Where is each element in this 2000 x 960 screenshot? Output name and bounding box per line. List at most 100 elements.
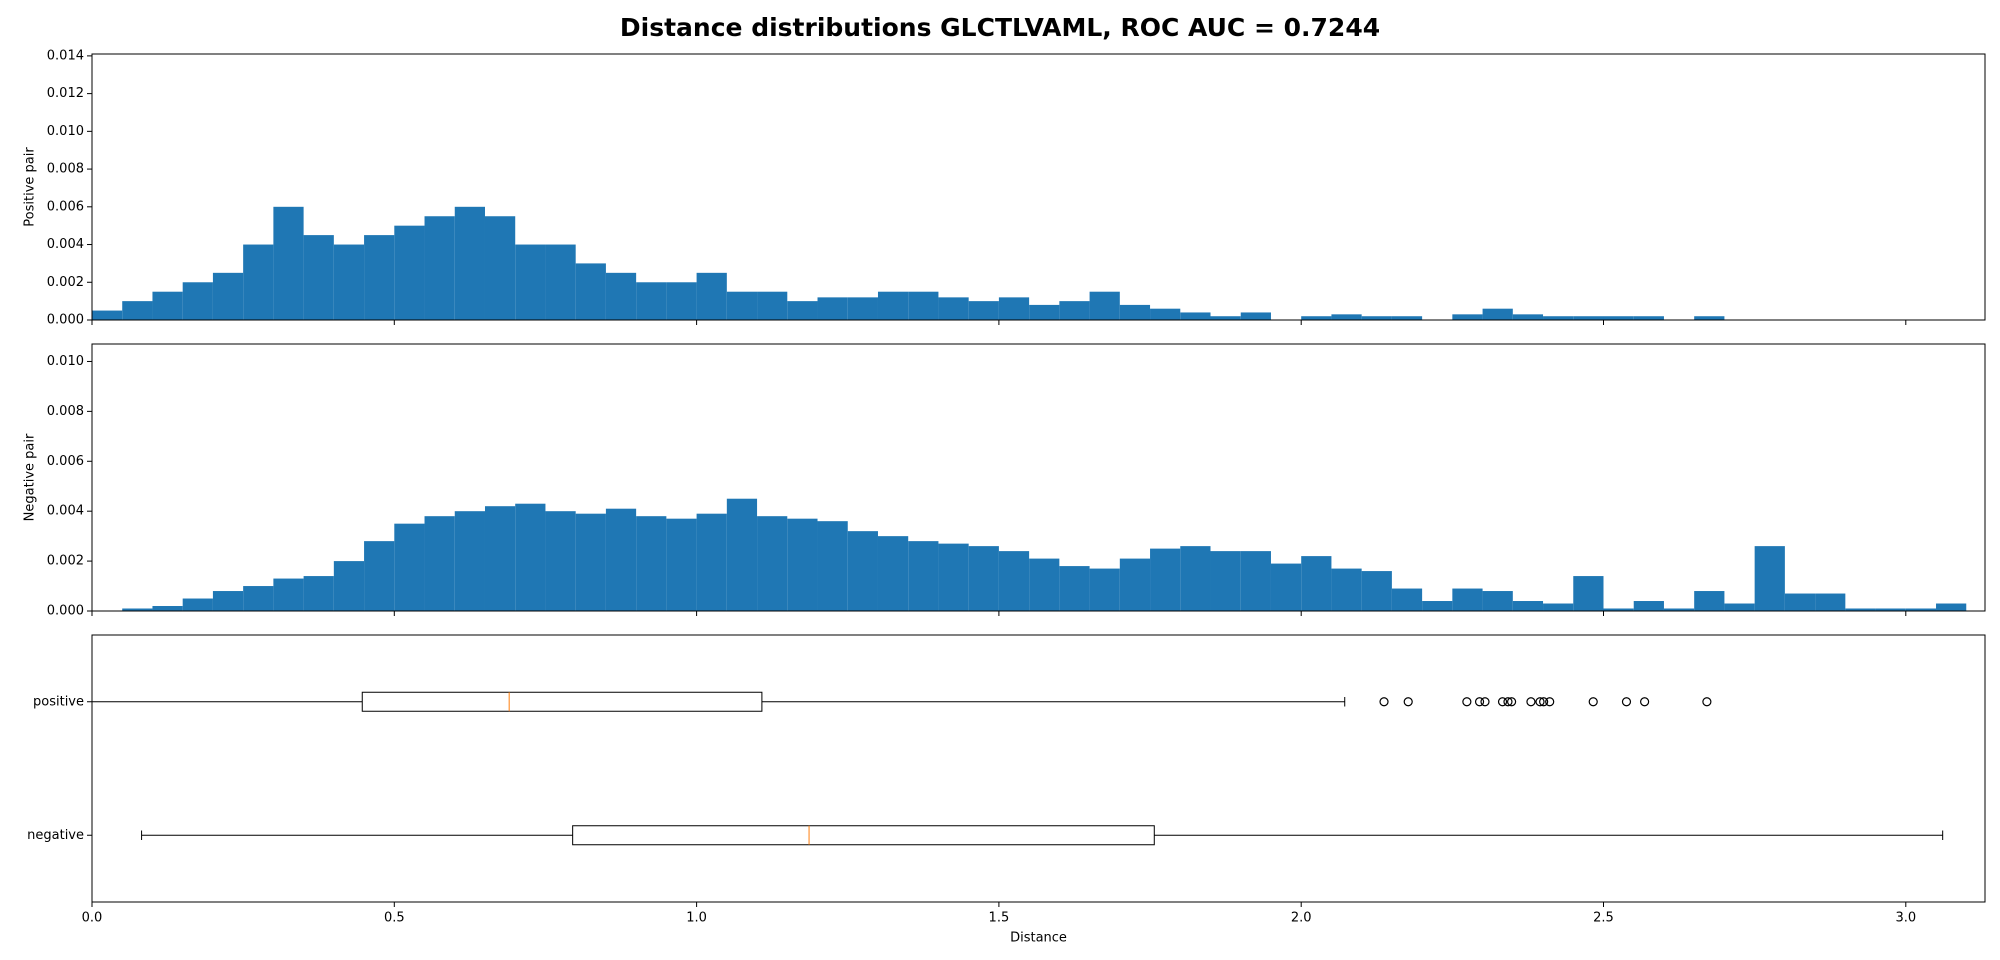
axes-frame <box>91 343 1986 612</box>
histogram-bar <box>1573 316 1604 320</box>
histogram-bar <box>605 508 637 611</box>
outlier <box>1588 697 1598 707</box>
x-tick-label: 1.0 <box>686 911 707 926</box>
histogram-bar <box>938 297 969 320</box>
histogram-bar <box>1573 576 1604 611</box>
y-tick-label: 0.002 <box>47 554 84 569</box>
histogram-bar <box>212 591 244 611</box>
outlier <box>1497 697 1508 707</box>
histogram-bar <box>1180 312 1211 320</box>
histogram-bar <box>908 541 939 611</box>
histogram-bar <box>1512 601 1544 611</box>
histogram-bar <box>1815 593 1846 611</box>
y-tick-label: 0.006 <box>47 199 84 214</box>
outlier <box>1403 697 1413 707</box>
y-tick-label: 0.000 <box>47 313 84 328</box>
histogram-bar <box>1391 588 1423 611</box>
histogram-bar <box>908 291 939 320</box>
histogram-bar <box>1875 608 1906 611</box>
histogram-bar <box>696 272 727 320</box>
outlier <box>1526 697 1536 707</box>
histogram-bar <box>1301 556 1332 611</box>
outlier <box>1702 697 1712 707</box>
outlier <box>1503 697 1513 707</box>
histogram-bar <box>1119 304 1151 320</box>
outlier <box>1506 697 1517 707</box>
histogram-bar <box>1240 312 1271 320</box>
y-tick-label: 0.010 <box>47 124 84 139</box>
outlier <box>1462 697 1472 707</box>
histogram-bar <box>787 301 818 320</box>
histogram-bar <box>394 225 425 320</box>
histogram-bar <box>303 235 334 320</box>
histogram-bar <box>636 282 667 320</box>
x-tick-label: 3.0 <box>1895 911 1916 926</box>
histogram-bar <box>1452 314 1483 320</box>
outlier <box>1621 697 1632 707</box>
histogram-bar <box>1180 546 1211 611</box>
histogram-bar <box>1633 316 1664 320</box>
histogram-bar <box>1150 548 1181 611</box>
histogram-bar <box>303 576 334 611</box>
histogram-bar <box>394 523 425 611</box>
histogram-bar <box>1391 316 1423 320</box>
histogram-bar <box>1845 608 1876 611</box>
histogram-bar <box>424 216 455 320</box>
histogram-bar <box>122 301 153 320</box>
axes-frame <box>91 53 1986 321</box>
histogram-bar <box>1543 603 1574 611</box>
y-tick-label: 0.000 <box>47 604 84 619</box>
outlier <box>1474 697 1485 707</box>
histogram-bar <box>575 263 606 320</box>
histogram-bar <box>1059 566 1090 611</box>
histogram-bar <box>968 301 999 320</box>
x-tick-label: 1.5 <box>989 911 1010 926</box>
histogram-bar <box>666 282 697 320</box>
histogram-bar <box>1089 568 1120 611</box>
histogram-bar <box>152 291 183 320</box>
histogram-bar <box>1119 558 1151 611</box>
histogram-bar <box>484 506 516 611</box>
histogram-bar <box>424 516 455 611</box>
histogram-bar <box>1724 603 1755 611</box>
histogram-bar <box>1452 588 1483 611</box>
histogram-bar <box>877 291 909 320</box>
histogram-bar <box>1754 546 1785 611</box>
histogram-bar <box>1210 316 1241 320</box>
histogram-bar <box>515 244 546 320</box>
histogram-bar <box>575 513 606 611</box>
histogram-bar <box>273 206 304 320</box>
histogram-bar <box>333 244 365 320</box>
histogram-bar <box>757 291 788 320</box>
histogram-bar <box>484 216 516 320</box>
y-tick-label: positive <box>33 694 84 709</box>
histogram-bar <box>243 244 274 320</box>
histogram-bar <box>1361 316 1392 320</box>
y-axis-label: Negative pair <box>23 433 38 521</box>
histogram-bar <box>1603 608 1634 611</box>
histogram-bar <box>1482 308 1513 320</box>
histogram-bar <box>1210 551 1241 611</box>
histogram-bar <box>1512 314 1544 320</box>
histogram-bar <box>636 516 667 611</box>
histogram-bar <box>515 503 546 611</box>
histogram-bar <box>1029 304 1060 320</box>
histogram-bar <box>1633 601 1664 611</box>
histogram-bar <box>1150 308 1181 320</box>
y-tick-label: 0.004 <box>47 237 84 252</box>
y-tick-label: 0.012 <box>47 86 84 101</box>
histogram-bar <box>1301 316 1332 320</box>
y-tick-label: 0.006 <box>47 454 84 469</box>
x-tick-label: 2.5 <box>1593 911 1614 926</box>
y-tick-label: 0.002 <box>47 275 84 290</box>
histogram-bar <box>1482 591 1513 611</box>
histogram-bar <box>182 282 213 320</box>
histogram-bar <box>122 608 153 611</box>
histogram-bar <box>757 516 788 611</box>
outlier <box>1640 697 1650 707</box>
histogram-bar <box>1543 316 1574 320</box>
histogram-bar <box>998 297 1030 320</box>
histogram-bar <box>1422 601 1453 611</box>
histogram-bar <box>726 498 758 611</box>
